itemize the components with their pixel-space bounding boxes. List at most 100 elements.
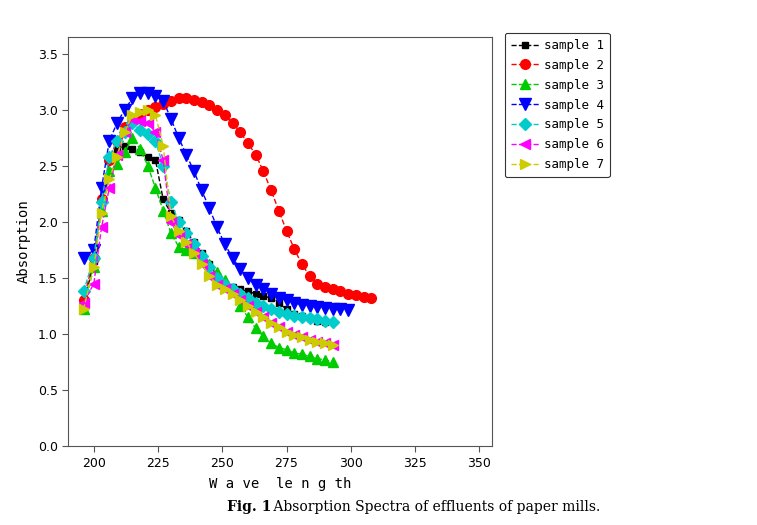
sample 5 xyxy=(290,313,299,319)
sample 2 xyxy=(189,97,198,103)
sample 3 xyxy=(79,306,88,312)
sample 1 xyxy=(128,146,137,152)
sample 1 xyxy=(228,284,237,290)
sample 1 xyxy=(189,239,198,245)
sample 2 xyxy=(351,292,360,298)
sample 3 xyxy=(136,146,145,152)
sample 1 xyxy=(205,261,214,268)
sample 5 xyxy=(159,163,168,169)
sample 5 xyxy=(128,120,137,127)
sample 1 xyxy=(213,272,222,279)
sample 5 xyxy=(329,319,338,325)
sample 6 xyxy=(197,261,206,268)
sample 7 xyxy=(220,286,229,292)
sample 6 xyxy=(79,299,88,306)
sample 5 xyxy=(136,127,145,133)
sample 7 xyxy=(167,213,176,219)
sample 7 xyxy=(213,281,222,288)
sample 2 xyxy=(336,288,345,295)
sample 2 xyxy=(290,246,299,252)
sample 1 xyxy=(290,311,299,317)
sample 5 xyxy=(235,290,245,297)
sample 3 xyxy=(220,277,229,284)
sample 6 xyxy=(298,334,307,341)
sample 6 xyxy=(159,157,168,163)
sample 5 xyxy=(174,219,183,225)
sample 4 xyxy=(182,151,191,158)
sample 4 xyxy=(205,205,214,212)
sample 3 xyxy=(305,353,314,360)
sample 5 xyxy=(197,253,206,259)
sample 6 xyxy=(228,290,237,297)
sample 7 xyxy=(244,303,253,309)
sample 3 xyxy=(189,250,198,256)
Line: sample 6: sample 6 xyxy=(79,114,338,350)
Legend: sample 1, sample 2, sample 3, sample 4, sample 5, sample 6, sample 7: sample 1, sample 2, sample 3, sample 4, … xyxy=(505,33,610,177)
sample 3 xyxy=(235,303,245,309)
sample 3 xyxy=(213,269,222,276)
sample 1 xyxy=(97,196,106,203)
sample 7 xyxy=(128,112,137,119)
sample 7 xyxy=(97,210,106,216)
sample 1 xyxy=(298,313,307,319)
sample 2 xyxy=(359,294,368,300)
sample 6 xyxy=(290,332,299,338)
sample 2 xyxy=(159,101,168,107)
sample 4 xyxy=(89,247,98,253)
sample 7 xyxy=(120,129,129,135)
sample 3 xyxy=(313,355,322,362)
sample 4 xyxy=(112,120,121,127)
sample 2 xyxy=(305,272,314,279)
sample 5 xyxy=(79,288,88,295)
sample 5 xyxy=(104,154,114,160)
sample 4 xyxy=(320,305,329,311)
sample 2 xyxy=(213,107,222,113)
sample 7 xyxy=(282,329,291,335)
sample 3 xyxy=(104,168,114,174)
sample 2 xyxy=(79,297,88,303)
sample 2 xyxy=(298,261,307,268)
sample 6 xyxy=(189,250,198,256)
sample 4 xyxy=(344,307,353,313)
sample 1 xyxy=(174,216,183,223)
sample 2 xyxy=(220,112,229,119)
sample 4 xyxy=(251,281,260,288)
sample 4 xyxy=(313,304,322,310)
sample 4 xyxy=(298,302,307,308)
sample 4 xyxy=(213,224,222,230)
sample 5 xyxy=(213,275,222,281)
sample 4 xyxy=(189,168,198,174)
sample 3 xyxy=(244,314,253,320)
sample 6 xyxy=(136,118,145,124)
sample 1 xyxy=(274,299,283,306)
sample 1 xyxy=(244,288,253,295)
sample 1 xyxy=(159,196,168,203)
sample 5 xyxy=(282,311,291,317)
sample 7 xyxy=(189,250,198,256)
sample 1 xyxy=(143,154,152,160)
sample 3 xyxy=(97,207,106,214)
sample 3 xyxy=(259,333,268,340)
sample 5 xyxy=(305,315,314,321)
sample 5 xyxy=(298,314,307,320)
sample 7 xyxy=(259,314,268,320)
sample 4 xyxy=(151,93,160,99)
sample 6 xyxy=(174,232,183,238)
Line: sample 4: sample 4 xyxy=(78,87,354,316)
sample 3 xyxy=(174,244,183,250)
sample 5 xyxy=(151,138,160,144)
sample 5 xyxy=(89,255,98,261)
sample 3 xyxy=(228,286,237,292)
sample 4 xyxy=(197,187,206,194)
sample 6 xyxy=(220,286,229,292)
sample 3 xyxy=(167,230,176,236)
sample 3 xyxy=(251,326,260,332)
sample 6 xyxy=(282,329,291,335)
sample 6 xyxy=(305,337,314,343)
Line: sample 7: sample 7 xyxy=(79,105,338,350)
sample 6 xyxy=(143,120,152,127)
sample 2 xyxy=(97,196,106,203)
sample 3 xyxy=(290,350,299,356)
sample 4 xyxy=(290,299,299,306)
Line: sample 2: sample 2 xyxy=(79,93,376,305)
